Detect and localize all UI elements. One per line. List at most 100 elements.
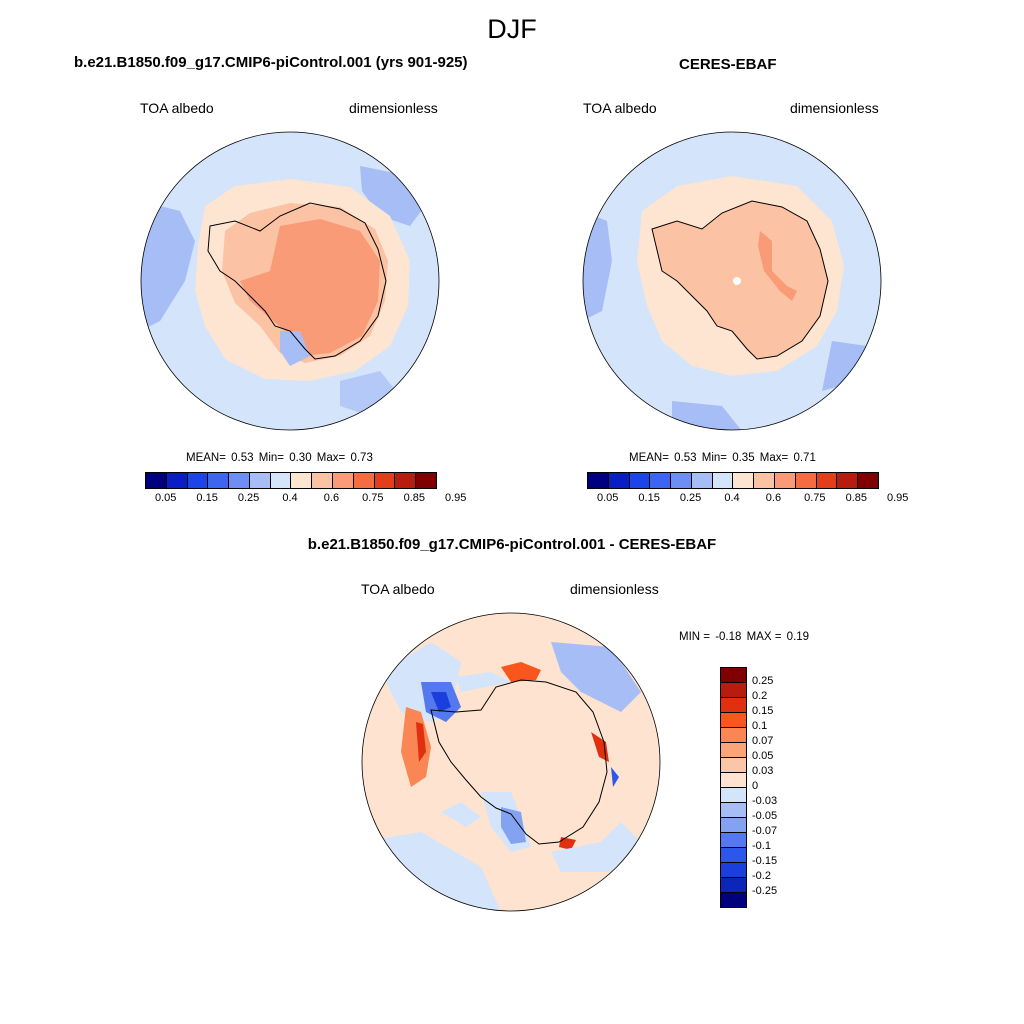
- diff-colorbar-swatch: [721, 862, 746, 877]
- model-colorbar-swatch: [228, 473, 249, 488]
- diff-units-label: dimensionless: [570, 581, 659, 597]
- diff-colorbar-labels: 0.25 0.2 0.15 0.1 0.07 0.05 0.03 0 -0.03 -0.05 -0.…: [752, 667, 812, 911]
- diff-colorbar-tick-label: 0.15: [752, 705, 774, 717]
- model-colorbar-labels: 0.05 0.15 0.25 0.4 0.6 0.75 0.85 0.95: [145, 492, 466, 506]
- diff-colorbar-swatch: [721, 682, 746, 697]
- model-colorbar-tick-label: 0.15: [196, 492, 218, 504]
- diff-min-value: -0.18: [715, 631, 742, 643]
- model-mean-label: MEAN=: [186, 452, 226, 464]
- diff-colorbar-swatch: [721, 802, 746, 817]
- diff-colorbar-swatch: [721, 787, 746, 802]
- model-min-label: Min=: [258, 452, 284, 464]
- obs-colorbar-tick-label: 0.95: [886, 492, 909, 504]
- model-variable-label: TOA albedo: [140, 100, 214, 116]
- diff-colorbar-swatch: [721, 712, 746, 727]
- obs-colorbar-swatch: [774, 473, 795, 488]
- diff-colorbar-tick-label: -0.2: [752, 870, 771, 882]
- season-title: DJF: [487, 14, 537, 44]
- diff-colorbar-tick-label: -0.25: [752, 885, 778, 897]
- model-max-value: 0.73: [350, 452, 373, 464]
- model-units-label: dimensionless: [349, 100, 438, 116]
- diff-variable-label: TOA albedo: [361, 581, 435, 597]
- obs-colorbar-tick-label: 0.05: [596, 492, 619, 504]
- model-colorbar-swatch: [146, 473, 166, 488]
- diff-colorbar-swatch: [721, 832, 746, 847]
- obs-colorbar-swatch: [670, 473, 691, 488]
- model-colorbar-swatch: [165, 473, 187, 488]
- model-colorbar-swatch: [373, 473, 395, 488]
- obs-colorbar-swatch: [836, 473, 858, 488]
- model-mean-value: 0.53: [231, 452, 254, 464]
- obs-colorbar-swatch: [857, 473, 878, 488]
- obs-mean-label: MEAN=: [629, 452, 669, 464]
- diff-min-label: MIN =: [679, 631, 710, 643]
- obs-variable-label: TOA albedo: [583, 100, 657, 116]
- model-colorbar-swatch: [186, 473, 208, 488]
- diff-colorbar-tick-label: 0.1: [752, 720, 768, 732]
- obs-colorbar-swatch: [628, 473, 650, 488]
- obs-colorbar-labels: 0.05 0.15 0.25 0.4 0.6 0.75 0.85 0.95: [587, 492, 908, 506]
- obs-stats: MEAN= 0.53 Min= 0.35 Max= 0.71: [629, 452, 818, 464]
- diff-polar-map: [361, 612, 661, 912]
- obs-colorbar-swatch: [690, 473, 712, 488]
- obs-colorbar-swatch: [649, 473, 671, 488]
- model-colorbar-swatch: [332, 473, 353, 488]
- model-colorbar-tick-label: 0.05: [154, 492, 177, 504]
- model-min-value: 0.30: [289, 452, 312, 464]
- obs-units-label: dimensionless: [790, 100, 879, 116]
- diff-panel-title: b.e21.B1850.f09_g17.CMIP6-piControl.001 …: [307, 536, 717, 553]
- diff-colorbar-swatch: [721, 772, 746, 787]
- obs-colorbar-swatch: [753, 473, 775, 488]
- obs-min-value: 0.35: [732, 452, 755, 464]
- model-stats: MEAN= 0.53 Min= 0.30 Max= 0.73: [186, 452, 375, 464]
- model-colorbar-tick-label: 0.4: [282, 492, 298, 504]
- diff-colorbar-tick-label: 0.03: [752, 765, 774, 777]
- model-colorbar-tick-label: 0.25: [237, 492, 260, 504]
- model-colorbar-tick-label: 0.85: [403, 492, 425, 504]
- diff-colorbar-tick-label: 0.2: [752, 690, 768, 702]
- obs-colorbar-tick-label: 0.6: [765, 492, 782, 504]
- obs-colorbar-tick-label: 0.25: [679, 492, 702, 504]
- diff-colorbar-swatch: [721, 892, 746, 907]
- model-colorbar-tick-label: 0.95: [444, 492, 467, 504]
- model-colorbar-swatch: [352, 473, 374, 488]
- obs-colorbar-swatch: [815, 473, 837, 488]
- diff-colorbar-tick-label: -0.05: [752, 810, 778, 822]
- model-colorbar-tick-label: 0.75: [362, 492, 384, 504]
- diff-colorbar-tick-label: -0.1: [752, 840, 771, 852]
- obs-colorbar-swatch: [732, 473, 754, 488]
- diff-colorbar-swatch: [721, 757, 746, 772]
- model-colorbar-swatch: [248, 473, 270, 488]
- diff-colorbar-tick-label: 0: [752, 780, 759, 792]
- obs-colorbar-swatch: [607, 473, 629, 488]
- obs-mean-value: 0.53: [674, 452, 697, 464]
- diff-colorbar-tick-label: -0.07: [752, 825, 778, 837]
- model-colorbar: [145, 472, 437, 489]
- diff-colorbar-swatch: [721, 817, 746, 832]
- diff-colorbar-swatch: [721, 697, 746, 712]
- obs-max-value: 0.71: [793, 452, 816, 464]
- model-panel-title: b.e21.B1850.f09_g17.CMIP6-piControl.001 …: [74, 54, 468, 71]
- diff-colorbar-tick-label: 0.25: [752, 675, 774, 687]
- obs-colorbar-swatch: [794, 473, 816, 488]
- diff-colorbar-swatch: [721, 727, 746, 742]
- obs-colorbar-tick-label: 0.75: [804, 492, 826, 504]
- model-colorbar-swatch: [269, 473, 291, 488]
- obs-polar-map: [582, 131, 882, 431]
- diff-colorbar-tick-label: 0.05: [752, 750, 774, 762]
- diff-max-value: 0.19: [786, 631, 810, 643]
- diff-colorbar-tick-label: 0.07: [752, 735, 774, 747]
- model-colorbar-swatch: [207, 473, 229, 488]
- diff-colorbar-swatch: [721, 742, 746, 757]
- model-colorbar-swatch: [311, 473, 333, 488]
- obs-panel-title: CERES-EBAF: [679, 56, 777, 73]
- diff-colorbar: [720, 667, 747, 908]
- diff-colorbar-tick-label: -0.03: [752, 795, 778, 807]
- diff-colorbar-swatch: [721, 877, 746, 892]
- model-polar-map: [140, 131, 440, 431]
- model-colorbar-swatch: [415, 473, 436, 488]
- diff-colorbar-swatch: [721, 668, 746, 682]
- diff-colorbar-swatch: [721, 847, 746, 862]
- model-max-label: Max=: [316, 452, 346, 464]
- model-colorbar-swatch: [290, 473, 312, 488]
